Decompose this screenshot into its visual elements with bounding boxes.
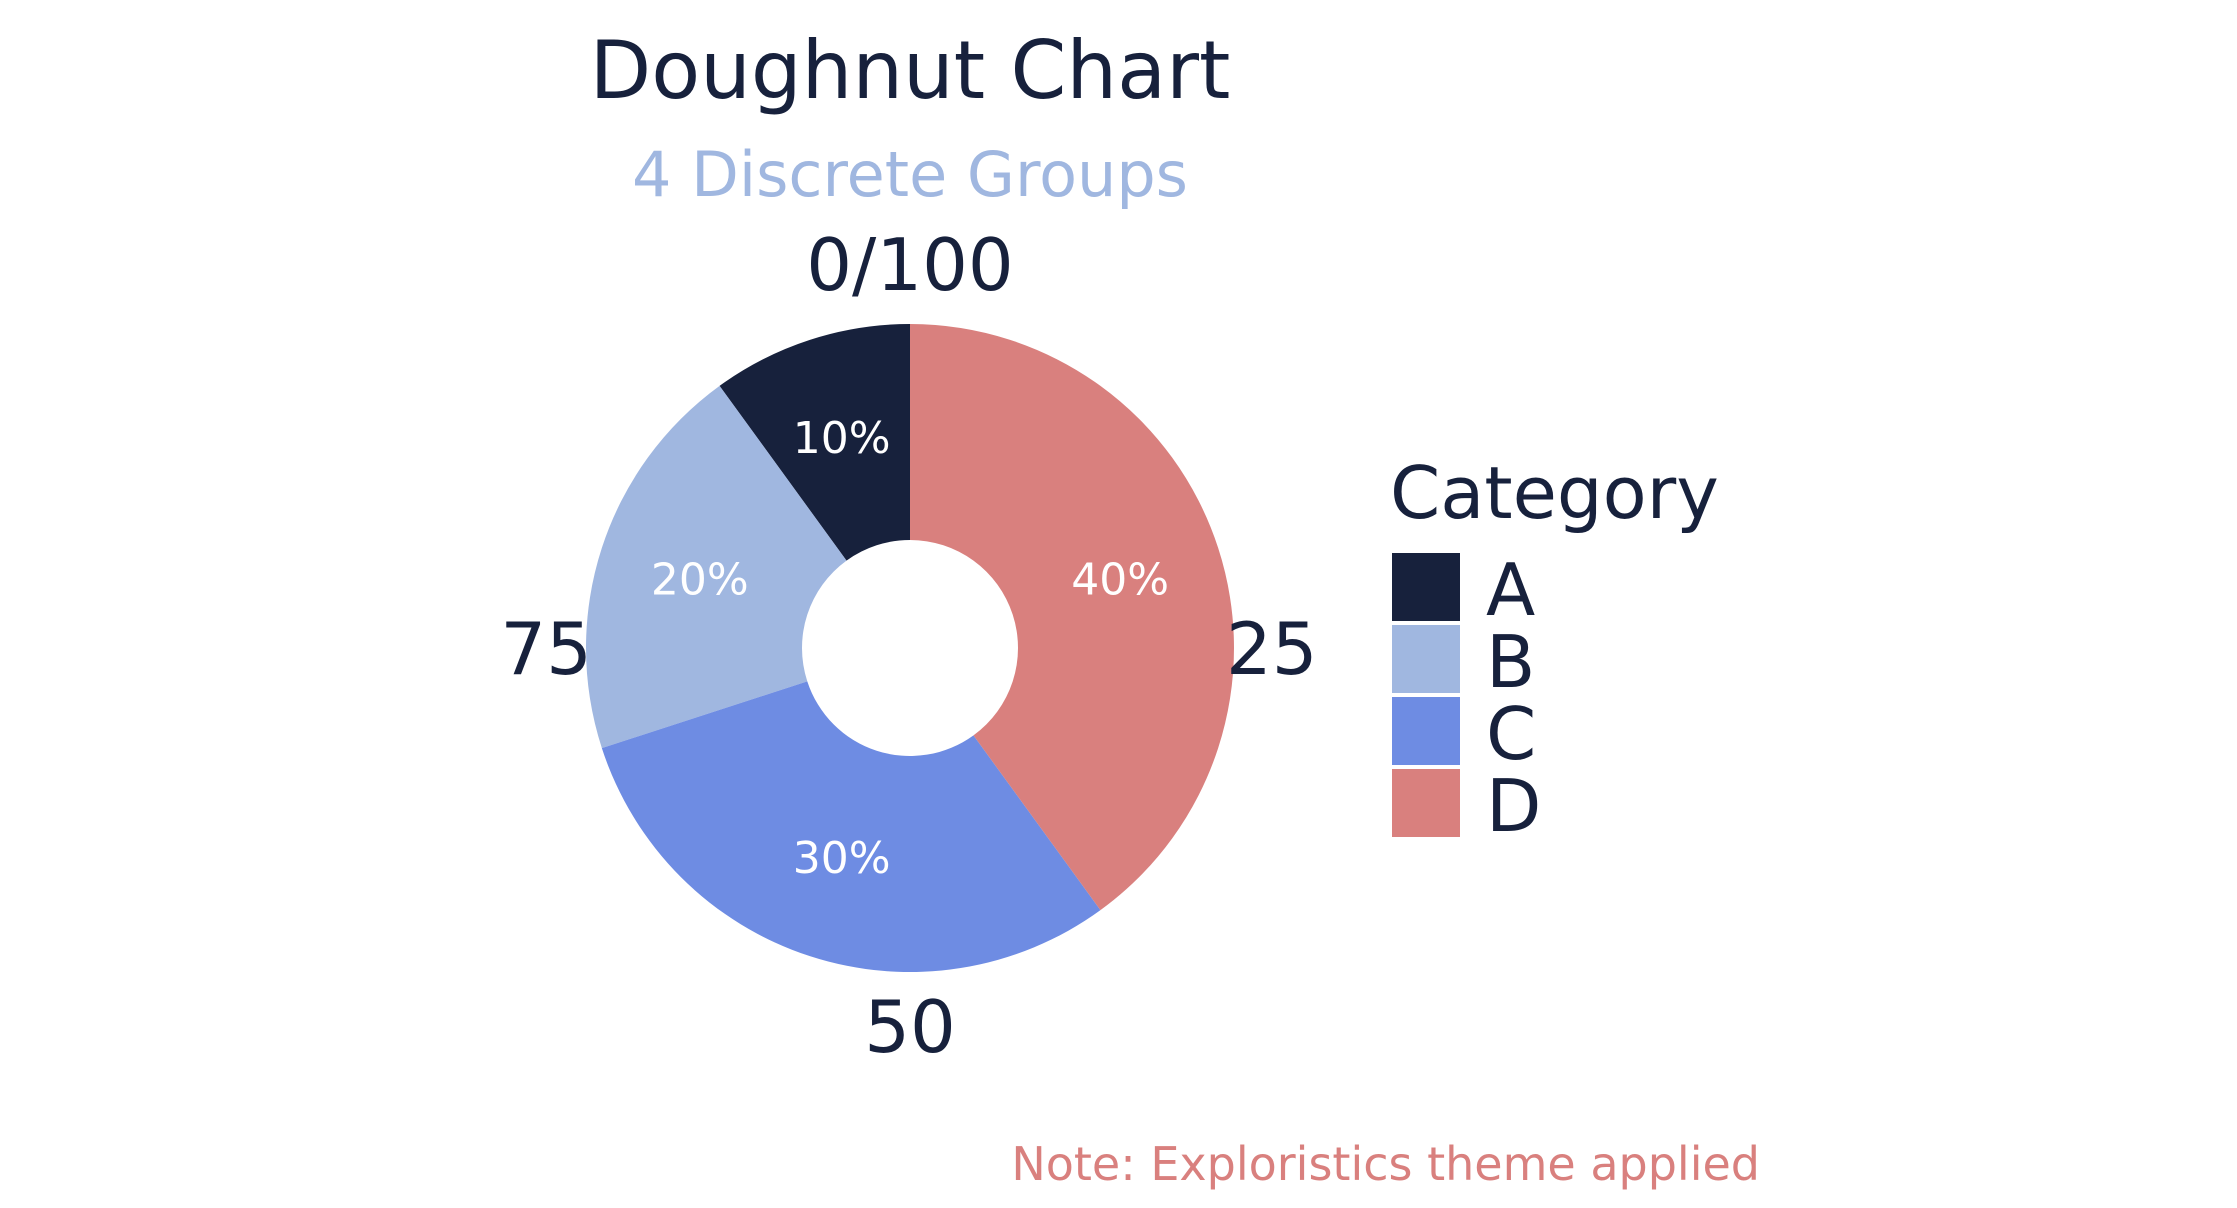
slice-c [601, 681, 1101, 972]
legend-label-b: B [1486, 620, 1535, 704]
tick-label-75: 75 [500, 607, 592, 691]
legend-swatch-d [1392, 769, 1460, 837]
slice-percent-labels: 10% 20% 30% 40% [651, 413, 1169, 884]
legend-label-a: A [1486, 548, 1535, 632]
slice-label-b: 20% [651, 555, 749, 606]
chart-caption: Note: Exploristics theme applied [1011, 1137, 1760, 1191]
legend-swatch-a [1392, 553, 1460, 621]
legend-label-d: D [1486, 764, 1541, 848]
slice-b [585, 385, 847, 749]
tick-label-25: 25 [1226, 607, 1318, 691]
doughnut-slices [585, 324, 1234, 972]
slice-a [719, 324, 910, 561]
angle-tick-labels: 0/100 25 50 75 [500, 223, 1317, 1069]
slice-label-c: 30% [793, 833, 891, 884]
slice-label-a: 10% [793, 413, 891, 464]
legend-swatch-c [1392, 697, 1460, 765]
slice-d [910, 324, 1234, 911]
tick-label-50: 50 [864, 985, 956, 1069]
legend-title: Category [1390, 451, 1719, 535]
tick-label-0: 0/100 [806, 223, 1014, 307]
slice-label-d: 40% [1071, 555, 1169, 606]
legend-swatch-b [1392, 625, 1460, 693]
legend-label-c: C [1486, 692, 1536, 776]
chart-title: Doughnut Chart [590, 24, 1231, 117]
chart-subtitle: 4 Discrete Groups [632, 138, 1188, 211]
